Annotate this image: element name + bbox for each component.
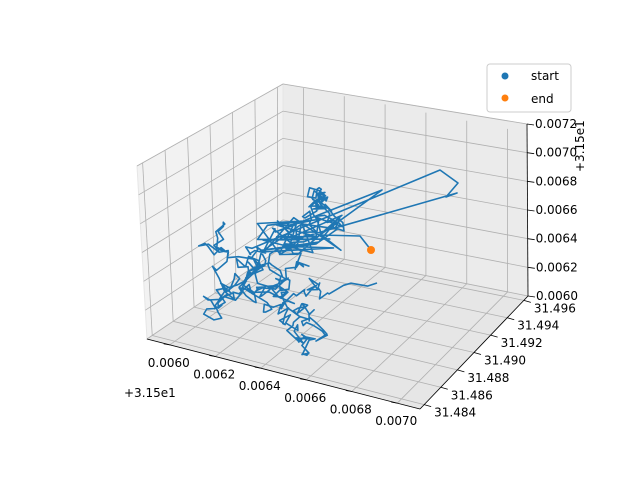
legend-end-label: end (531, 92, 554, 106)
z-tick (527, 181, 534, 182)
end-marker (367, 246, 375, 254)
y-tick (457, 370, 464, 372)
x-tick-label: 0.0060 (148, 356, 190, 370)
x-tick-label: 0.0062 (193, 368, 235, 382)
x-offset-label: +3.15e1 (124, 386, 176, 400)
legend-start-marker (502, 73, 509, 80)
z-tick (527, 153, 534, 154)
y-tick (524, 300, 531, 302)
y-tick (424, 405, 431, 407)
y-tick-label: 31.490 (484, 354, 526, 368)
y-tick (491, 335, 498, 337)
y-tick-label: 31.488 (467, 371, 509, 385)
z-tick-label: 0.0068 (535, 174, 577, 188)
y-tick (507, 318, 514, 320)
y-tick-label: 31.486 (451, 388, 493, 402)
z-tick-label: 0.0064 (536, 232, 578, 246)
z-tick-label: 0.0062 (536, 260, 578, 274)
z-ticks: 0.0060 0.0062 0.0064 0.0066 0.0068 0.0070 0.00… (527, 117, 578, 303)
z-tick-label: 0.0060 (536, 289, 578, 303)
z-tick (528, 296, 535, 297)
z-tick (528, 267, 535, 268)
y-tick-label: 31.492 (501, 336, 543, 350)
legend-end-marker (502, 95, 509, 102)
z-tick (527, 124, 534, 125)
x-tick-label: 0.0068 (330, 403, 372, 417)
z-tick-label: 0.0072 (535, 117, 577, 131)
x-tick-label: 0.0064 (239, 379, 281, 393)
z-tick (528, 210, 535, 211)
x-tick-label: 0.0066 (284, 391, 326, 405)
z-tick (528, 239, 535, 240)
y-tick-label: 31.494 (517, 319, 559, 333)
x-tick-label: 0.0070 (375, 414, 417, 428)
z-tick-label: 0.0070 (535, 146, 577, 160)
legend-start-label: start (531, 69, 559, 83)
y-tick-label: 31.496 (534, 301, 576, 315)
z-tick-label: 0.0066 (536, 203, 578, 217)
legend: start end (487, 64, 571, 112)
y-tick (474, 353, 481, 355)
y-tick-label: 31.484 (434, 406, 476, 420)
y-tick (441, 387, 448, 389)
z-offset-label: +3.15e1 (573, 120, 587, 172)
